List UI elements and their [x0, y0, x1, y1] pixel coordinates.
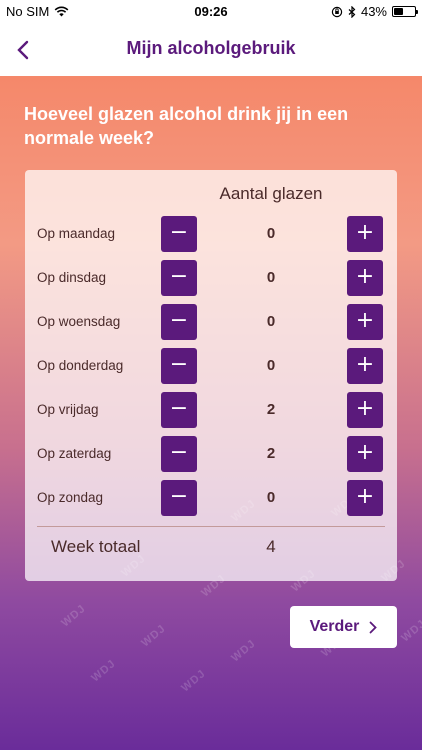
next-button-label: Verder	[309, 618, 360, 635]
watermark-text: WDJ	[89, 657, 119, 685]
table-row: Op zaterdag − 2 +	[25, 436, 397, 472]
increment-button-tuesday[interactable]: +	[347, 260, 383, 296]
glasses-count-sunday: 0	[266, 489, 276, 506]
decrement-button-saturday[interactable]: −	[161, 436, 197, 472]
increment-button-saturday[interactable]: +	[347, 436, 383, 472]
decrement-button-wednesday[interactable]: −	[161, 304, 197, 340]
decrement-button-monday[interactable]: −	[161, 216, 197, 252]
day-label-saturday: Op zaterdag	[37, 446, 112, 461]
plus-icon: +	[355, 396, 375, 421]
increment-button-sunday[interactable]: +	[347, 480, 383, 516]
carrier-label: No SIM	[6, 4, 50, 19]
watermark-text: WDJ	[59, 602, 89, 630]
plus-icon: +	[355, 440, 375, 465]
watermark-text: WDJ	[139, 622, 169, 650]
table-row: Op zondag − 0 +	[25, 480, 397, 516]
decrement-button-sunday[interactable]: −	[161, 480, 197, 516]
table-row: Op maandag − 0 +	[25, 216, 397, 252]
minus-icon: −	[169, 484, 189, 509]
table-row: Op dinsdag − 0 +	[25, 260, 397, 296]
watermark-text: WDJ	[229, 637, 259, 665]
battery-level	[394, 8, 403, 15]
chevron-left-icon	[17, 40, 29, 60]
bluetooth-icon	[348, 5, 356, 18]
glasses-count-monday: 0	[266, 225, 276, 242]
day-label-wednesday: Op woensdag	[37, 314, 121, 329]
minus-icon: −	[169, 264, 189, 289]
next-button[interactable]: Verder	[290, 606, 397, 648]
clock: 09:26	[194, 4, 228, 19]
increment-button-friday[interactable]: +	[347, 392, 383, 428]
orientation-lock-icon	[331, 6, 343, 17]
day-label-thursday: Op donderdag	[37, 358, 124, 373]
column-header: Aantal glazen	[219, 184, 323, 203]
day-label-sunday: Op zondag	[37, 490, 104, 505]
decrement-button-friday[interactable]: −	[161, 392, 197, 428]
decrement-button-tuesday[interactable]: −	[161, 260, 197, 296]
minus-icon: −	[169, 440, 189, 465]
divider	[37, 526, 385, 527]
wifi-icon	[54, 6, 69, 17]
week-total-value: 4	[266, 537, 276, 556]
plus-icon: +	[355, 308, 375, 333]
table-row: Op woensdag − 0 +	[25, 304, 397, 340]
plus-icon: +	[355, 484, 375, 509]
drinks-table: Aantal glazen Op maandag − 0 + Op dinsdag − 0 +…	[25, 170, 397, 581]
minus-icon: −	[169, 308, 189, 333]
battery-percent: 43%	[360, 4, 387, 19]
table-row: Op donderdag − 0 +	[25, 348, 397, 384]
glasses-count-saturday: 2	[266, 445, 276, 462]
decrement-button-thursday[interactable]: −	[161, 348, 197, 384]
watermark-text: WDJ	[179, 667, 209, 695]
table-row: Op vrijdag − 2 +	[25, 392, 397, 428]
week-total-label: Week totaal	[51, 537, 141, 556]
chevron-right-icon	[370, 621, 378, 633]
plus-icon: +	[355, 220, 375, 245]
glasses-count-tuesday: 0	[266, 269, 276, 286]
nav-bar: Mijn alcoholgebruik	[0, 22, 422, 76]
watermark-text: WDJ	[399, 617, 422, 645]
back-button[interactable]	[8, 34, 38, 64]
day-label-tuesday: Op dinsdag	[37, 270, 107, 285]
minus-icon: −	[169, 352, 189, 377]
page-title: Mijn alcoholgebruik	[126, 38, 296, 58]
main-content: WDJWDJWDJWDJWDJWDJWDJWDJWDJWDJWDJWDJWDJ …	[0, 76, 422, 750]
glasses-count-friday: 2	[266, 401, 276, 418]
status-bar: No SIM 09:26 43%	[0, 0, 422, 22]
increment-button-monday[interactable]: +	[347, 216, 383, 252]
glasses-count-thursday: 0	[266, 357, 276, 374]
plus-icon: +	[355, 352, 375, 377]
increment-button-wednesday[interactable]: +	[347, 304, 383, 340]
minus-icon: −	[169, 396, 189, 421]
question-heading: Hoeveel glazen alcohol drink jij in een …	[24, 104, 349, 148]
day-label-monday: Op maandag	[37, 226, 116, 241]
plus-icon: +	[355, 264, 375, 289]
increment-button-thursday[interactable]: +	[347, 348, 383, 384]
glasses-count-wednesday: 0	[266, 313, 276, 330]
day-label-friday: Op vrijdag	[37, 402, 99, 417]
minus-icon: −	[169, 220, 189, 245]
battery-icon	[392, 6, 418, 17]
